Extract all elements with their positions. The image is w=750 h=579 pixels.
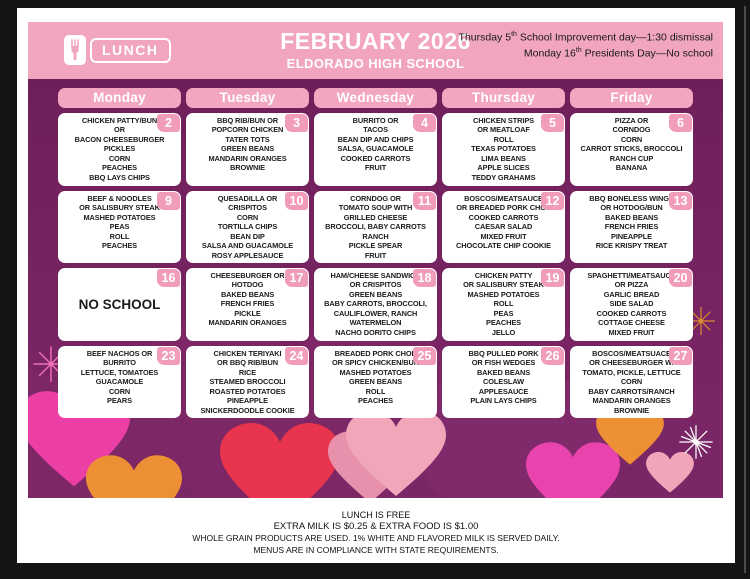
menu-cell-feb-27: 27 BOSCOS/MEATSUACE OR CHEESEBURGER W/ TO…	[570, 346, 693, 418]
flyer-header: LUNCH FEBRUARY 2026 ELDORADO HIGH SCHOOL…	[28, 22, 723, 79]
header-notes: Thursday 5th School Improvement day—1:30…	[459, 30, 713, 61]
menu-cell-feb-11: 11 CORNDOG OR TOMATO SOUP WITH GRILLED CH…	[314, 191, 437, 263]
date-badge: 17	[285, 269, 308, 287]
menu-text: BOSCOS/MEATSAUCE OR BREADED PORK CHOP CO…	[456, 194, 551, 251]
menu-text: SPAGHETTI/MEATSAUCE OR PIZZA GARLIC BREA…	[587, 271, 676, 337]
heart-decoration	[220, 423, 340, 498]
date-badge: 19	[541, 269, 564, 287]
day-header-friday: Friday	[570, 88, 693, 108]
menu-text: BEEF & NOODLES OR SALISBURY STEAK MASHED…	[79, 194, 160, 251]
menu-text: BOSCOS/MEATSUACE OR CHEESEBURGER W/ TOMA…	[582, 349, 681, 415]
school-name: ELDORADO HIGH SCHOOL	[286, 56, 465, 72]
fork-icon	[64, 35, 86, 65]
heart-decoration	[86, 455, 182, 498]
calendar-body: Monday Tuesday Wednesday Thursday Friday…	[28, 79, 723, 498]
menu-text: CORNDOG OR TOMATO SOUP WITH GRILLED CHEE…	[325, 194, 426, 260]
sparkle-icon	[679, 425, 713, 459]
menu-cell-feb-12: 12 BOSCOS/MEATSAUCE OR BREADED PORK CHOP …	[442, 191, 565, 263]
menu-text: CHICKEN TERIYAKI OR BBQ RIB/BUN RICE STE…	[200, 349, 295, 415]
menu-cell-feb-18: 18 HAM/CHEESE SANDWICH OR CRISPITOS GREEN…	[314, 268, 437, 341]
heart-decoration	[526, 442, 620, 498]
menu-text: CHICKEN PATTY OR SALISBURY STEAK MASHED …	[463, 271, 544, 337]
menu-cell-feb-5: 5 CHICKEN STRIPS OR MEATLOAF ROLL TEXAS P…	[442, 113, 565, 186]
note-improvement-day: Thursday 5th School Improvement day—1:30…	[458, 31, 713, 44]
menu-text: HAM/CHEESE SANDWICH OR CRISPITOS GREEN B…	[324, 271, 427, 337]
flyer-footer: LUNCH IS FREE EXTRA MILK IS $0.25 & EXTR…	[17, 498, 735, 563]
date-badge: 2	[157, 114, 180, 132]
menu-cell-feb-19: 19 CHICKEN PATTY OR SALISBURY STEAK MASHE…	[442, 268, 565, 341]
menu-text: BBQ RIB/BUN OR POPCORN CHICKEN TATER TOT…	[208, 116, 287, 173]
menu-text: QUESADILLA OR CRISPITOS CORN TORTILLA CH…	[201, 194, 294, 260]
date-badge: 9	[157, 192, 180, 210]
no-school-label: NO SCHOOL	[78, 296, 161, 312]
menu-text: BURRITO OR TACOS BEAN DIP AND CHIPS SALS…	[337, 116, 414, 173]
menu-cell-feb-25: 25 BREADED PORK CHOP OR SPICY CHICKEN/BUN…	[314, 346, 437, 418]
date-badge: 16	[157, 269, 180, 287]
lunch-logo-label: LUNCH	[90, 37, 171, 63]
menu-cell-feb-3: 3 BBQ RIB/BUN OR POPCORN CHICKEN TATER TO…	[186, 113, 309, 186]
menu-text: PIZZA OR CORNDOG CORN CARROT STICKS, BRO…	[580, 116, 683, 173]
heart-decoration	[596, 407, 664, 465]
day-header-tuesday: Tuesday	[186, 88, 309, 108]
heart-decoration	[646, 452, 694, 493]
date-badge: 24	[285, 347, 308, 365]
note-presidents-day: Monday 16th Presidents Day—No school	[523, 46, 713, 60]
window-edge-line	[744, 6, 746, 573]
menu-cell-feb-16: 16 NO SCHOOL	[58, 268, 181, 341]
menu-text: CHICKEN STRIPS OR MEATLOAF ROLL TEXAS PO…	[471, 116, 536, 182]
footer-compliance: MENUS ARE IN COMPLIANCE WITH STATE REQUI…	[253, 544, 499, 555]
menu-cell-feb-17: 17 CHEESEBURGER OR HOTDOG BAKED BEANS FRE…	[186, 268, 309, 341]
heart-decoration	[346, 411, 446, 496]
menu-text: CHICKEN PATTY/BUN OR BACON CHEESEBURGER …	[74, 116, 165, 182]
menu-cell-feb-26: 26 BBQ PULLED PORK OR FISH WEDGES BAKED B…	[442, 346, 565, 418]
menu-text: BEEF NACHOS OR BURRITO LETTUCE, TOMATOES…	[80, 349, 159, 406]
date-badge: 20	[669, 269, 692, 287]
page-title: FEBRUARY 2026	[280, 28, 471, 54]
menu-text: CHEESEBURGER OR HOTDOG BAKED BEANS FRENC…	[208, 271, 287, 328]
lunch-menu-flyer: LUNCH FEBRUARY 2026 ELDORADO HIGH SCHOOL…	[17, 8, 735, 563]
menu-cell-feb-6: 6 PIZZA OR CORNDOG CORN CARROT STICKS, BR…	[570, 113, 693, 186]
menu-cell-feb-9: 9 BEEF & NOODLES OR SALISBURY STEAK MASHE…	[58, 191, 181, 263]
date-badge: 6	[669, 114, 692, 132]
date-badge: 10	[285, 192, 308, 210]
title-block: FEBRUARY 2026 ELDORADO HIGH SCHOOL	[28, 28, 723, 72]
date-badge: 18	[413, 269, 436, 287]
menu-cell-feb-13: 13 BBQ BONELESS WINGS OR HOTDOG/BUN BAKED…	[570, 191, 693, 263]
menu-cell-feb-10: 10 QUESADILLA OR CRISPITOS CORN TORTILLA …	[186, 191, 309, 263]
date-badge: 12	[541, 192, 564, 210]
menu-text: BREADED PORK CHOP OR SPICY CHICKEN/BUN M…	[332, 349, 419, 406]
date-badge: 27	[669, 347, 692, 365]
menu-cell-feb-4: 4 BURRITO OR TACOS BEAN DIP AND CHIPS SAL…	[314, 113, 437, 186]
date-badge: 5	[541, 114, 564, 132]
date-badge: 26	[541, 347, 564, 365]
lunch-logo: LUNCH	[64, 34, 171, 66]
day-header-wednesday: Wednesday	[314, 88, 437, 108]
date-badge: 23	[157, 347, 180, 365]
menu-grid: Monday Tuesday Wednesday Thursday Friday…	[58, 88, 693, 418]
menu-cell-feb-24: 24 CHICKEN TERIYAKI OR BBQ RIB/BUN RICE S…	[186, 346, 309, 418]
footer-lunch-free: LUNCH IS FREE	[341, 510, 411, 520]
day-header-monday: Monday	[58, 88, 181, 108]
date-badge: 4	[413, 114, 436, 132]
menu-cell-feb-2: 2 CHICKEN PATTY/BUN OR BACON CHEESEBURGER…	[58, 113, 181, 186]
menu-cell-feb-20: 20 SPAGHETTI/MEATSAUCE OR PIZZA GARLIC BR…	[570, 268, 693, 341]
footer-whole-grain: WHOLE GRAIN PRODUCTS ARE USED. 1% WHITE …	[192, 533, 560, 543]
date-badge: 13	[669, 192, 692, 210]
date-badge: 11	[413, 192, 436, 210]
sparkle-icon	[686, 306, 716, 336]
date-badge: 3	[285, 114, 308, 132]
footer-extra-prices: EXTRA MILK IS $0.25 & EXTRA FOOD IS $1.0…	[273, 521, 479, 532]
day-header-thursday: Thursday	[442, 88, 565, 108]
menu-text: BBQ BONELESS WINGS OR HOTDOG/BUN BAKED B…	[589, 194, 674, 251]
date-badge: 25	[413, 347, 436, 365]
menu-cell-feb-23: 23 BEEF NACHOS OR BURRITO LETTUCE, TOMATO…	[58, 346, 181, 418]
menu-text: BBQ PULLED PORK OR FISH WEDGES BAKED BEA…	[468, 349, 539, 406]
